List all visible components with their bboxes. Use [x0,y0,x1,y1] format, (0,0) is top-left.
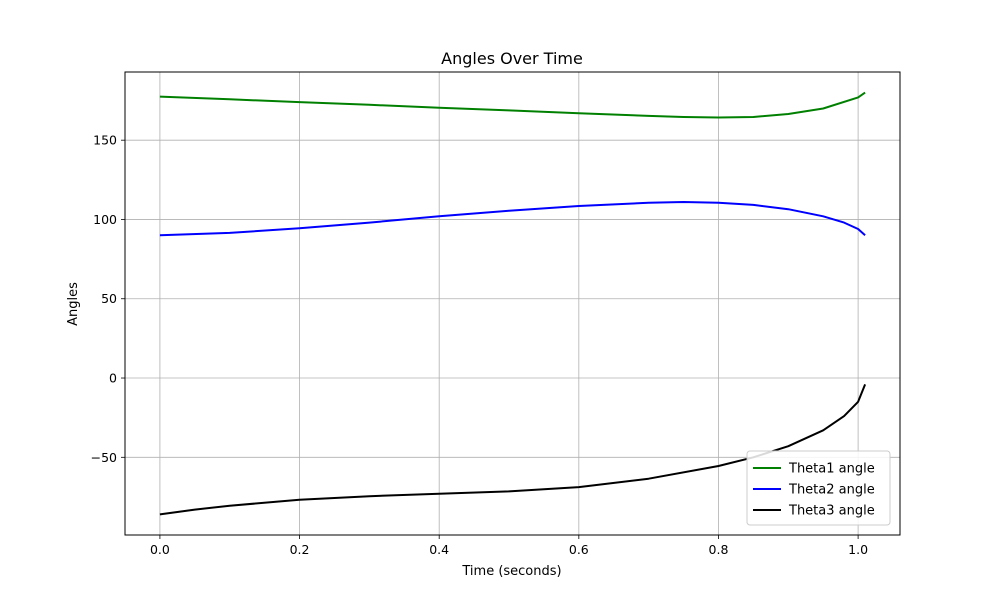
legend-label: Theta1 angle [788,462,875,477]
y-tick-label: −50 [91,450,117,465]
legend-label: Theta3 angle [788,504,875,519]
x-axis-label: Time (seconds) [461,564,561,579]
x-tick-label: 0.4 [429,542,449,557]
y-tick-label: 50 [101,291,117,306]
x-tick-label: 0.8 [709,542,729,557]
series-lines [159,91,867,516]
x-tick-label: 0.2 [290,542,310,557]
series-line-2 [159,201,866,237]
legend-label: Theta2 angle [788,483,875,498]
y-tick-label: 150 [93,133,117,148]
legend-box [746,450,891,526]
axis-ticks: 0.0 0.2 0.4 0.6 0.8 1.0 −50 0 50 100 150 [91,133,868,557]
x-tick-label: 0.6 [569,542,589,557]
legend: Theta1 angle Theta2 angle Theta3 angle [746,450,891,526]
grid [125,72,900,535]
y-tick-label: 0 [109,371,117,386]
y-tick-label: 100 [93,212,117,227]
plot-frame [124,71,901,536]
x-tick-label: 1.0 [848,542,868,557]
chart-title: Angles Over Time [441,49,583,68]
x-tick-label: 0.0 [150,542,170,557]
y-axis-label: Angles [66,282,81,326]
series-line-3 [159,384,867,516]
series-line-1 [159,91,866,119]
